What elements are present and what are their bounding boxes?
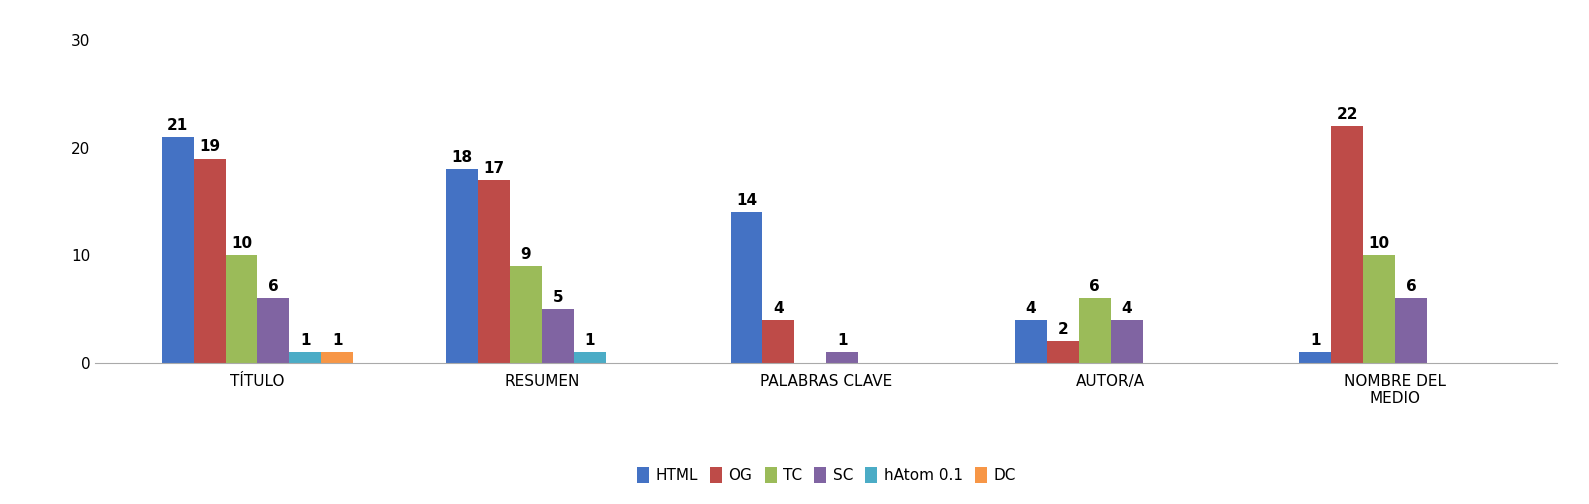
Legend: HTML, OG, TC, SC, hAtom 0.1, DC: HTML, OG, TC, SC, hAtom 0.1, DC <box>631 461 1022 489</box>
Bar <box>257 298 289 363</box>
Bar <box>194 159 226 363</box>
Bar <box>1111 320 1142 363</box>
Text: 4: 4 <box>1025 300 1036 316</box>
Bar <box>321 352 353 363</box>
Bar <box>1015 320 1047 363</box>
Bar <box>574 352 605 363</box>
Text: 1: 1 <box>1309 333 1320 348</box>
Text: 9: 9 <box>521 247 531 262</box>
Text: 1: 1 <box>300 333 310 348</box>
Bar <box>1395 298 1427 363</box>
Bar <box>1079 298 1111 363</box>
Bar <box>226 256 257 363</box>
Text: 17: 17 <box>483 161 505 176</box>
Bar <box>510 266 542 363</box>
Text: 1: 1 <box>837 333 847 348</box>
Bar <box>289 352 321 363</box>
Bar <box>763 320 794 363</box>
Text: 10: 10 <box>230 236 253 251</box>
Bar <box>731 212 763 363</box>
Bar <box>826 352 858 363</box>
Text: 14: 14 <box>736 193 756 208</box>
Bar <box>1332 127 1363 363</box>
Text: 1: 1 <box>585 333 594 348</box>
Bar <box>447 169 478 363</box>
Text: 4: 4 <box>774 300 783 316</box>
Text: 22: 22 <box>1336 107 1359 122</box>
Text: 21: 21 <box>167 118 189 133</box>
Text: 1: 1 <box>332 333 343 348</box>
Text: 19: 19 <box>199 139 221 154</box>
Text: 2: 2 <box>1057 322 1068 337</box>
Text: 6: 6 <box>269 279 278 294</box>
Bar <box>162 137 194 363</box>
Text: 4: 4 <box>1122 300 1131 316</box>
Bar <box>1300 352 1332 363</box>
Bar <box>478 180 510 363</box>
Bar <box>1363 256 1395 363</box>
Text: 10: 10 <box>1368 236 1390 251</box>
Bar <box>542 309 574 363</box>
Bar <box>1047 341 1079 363</box>
Text: 5: 5 <box>553 290 563 305</box>
Text: 6: 6 <box>1090 279 1100 294</box>
Text: 6: 6 <box>1406 279 1416 294</box>
Text: 18: 18 <box>451 150 472 165</box>
